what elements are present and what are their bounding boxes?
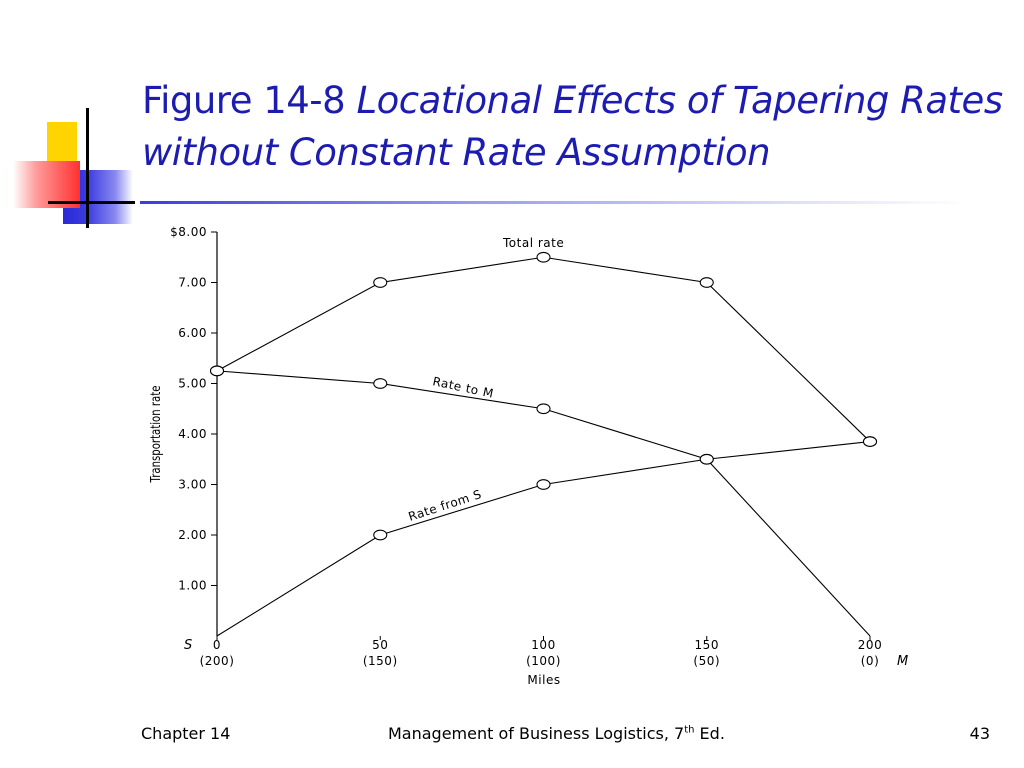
data-point-series-2	[862, 436, 878, 447]
decorative-vertical-line	[86, 108, 89, 228]
x-tick-label-reverse: (0)	[861, 654, 880, 668]
title-italic: Locational Effects of Tapering Rates wit…	[142, 79, 1003, 174]
footer-book-suffix: Ed.	[694, 724, 725, 743]
decorative-horizontal-line	[48, 201, 135, 204]
footer-chapter: Chapter 14	[141, 724, 231, 743]
data-point-series-2	[373, 529, 388, 541]
y-tick-label: $8.00	[170, 225, 207, 239]
slide-title: Figure 14-8 Locational Effects of Taperi…	[142, 75, 1012, 179]
title-underline-rule	[140, 201, 970, 204]
series-label-2: Rate from S	[407, 487, 484, 524]
footer-book-superscript: th	[684, 724, 695, 736]
data-point-series-2	[536, 479, 551, 490]
y-tick-label: 3.00	[178, 478, 207, 492]
series-label-0: Total rate	[502, 236, 564, 250]
y-tick-label: 2.00	[178, 528, 207, 542]
footer-page-number: 43	[969, 724, 990, 743]
y-tick-label: 7.00	[178, 276, 207, 290]
x-tick-label: 100	[531, 638, 555, 652]
origin-label-s: S	[184, 638, 192, 653]
data-point-series-1	[209, 365, 225, 377]
series-line-2	[216, 441, 871, 637]
decorative-red-square	[13, 161, 80, 208]
data-point-series-2	[699, 453, 714, 465]
y-tick-label: 1.00	[178, 579, 207, 593]
x-tick-label-reverse: (200)	[200, 654, 235, 668]
y-tick-label: 5.00	[178, 377, 207, 391]
data-point-series-0	[699, 277, 714, 288]
x-tick-label-reverse: (50)	[693, 654, 720, 668]
end-label-m: M	[897, 654, 908, 669]
y-tick-label: 6.00	[178, 326, 207, 340]
footer-book-title: Management of Business Logistics, 7th Ed…	[388, 724, 725, 743]
x-tick-label-reverse: (150)	[363, 654, 398, 668]
y-tick-label: 4.00	[178, 427, 207, 441]
data-point-series-1	[373, 378, 388, 389]
x-tick-label: 150	[695, 638, 719, 652]
data-point-series-0	[373, 277, 388, 288]
data-point-series-0	[536, 251, 551, 263]
x-tick-label: 0	[213, 638, 221, 652]
x-tick-label: 200	[858, 638, 882, 652]
data-point-series-1	[536, 403, 551, 415]
x-axis-label: Miles	[527, 673, 560, 687]
footer-book-main: Management of Business Logistics, 7	[388, 724, 685, 743]
title-prefix: Figure 14-8	[142, 79, 346, 122]
x-tick-label-reverse: (100)	[526, 654, 561, 668]
x-tick-label: 50	[372, 638, 388, 652]
y-axis-label: Transportation rate	[148, 386, 164, 484]
